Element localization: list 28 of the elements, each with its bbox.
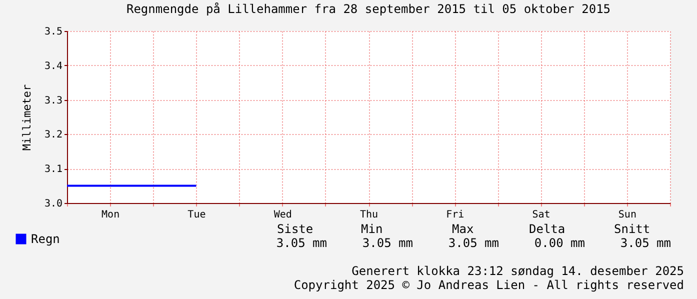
y-tick-label: 3.2: [44, 130, 62, 141]
text: Delta: [529, 222, 566, 236]
x-tick-label: Sun: [618, 210, 636, 220]
x-tick-label: Wed: [274, 210, 292, 220]
x-tick-label: Mon: [102, 210, 120, 220]
text: Max: [452, 222, 474, 236]
chart-title: Regnmengde på Lillehammer fra 28 september 2015 til 05 oktober 2015: [126, 2, 611, 16]
text: Generert klokka 23:12 søndag 14. desember 2025: [352, 264, 684, 278]
legend-label: Regn: [31, 232, 60, 246]
text: 3.05 mm: [362, 236, 413, 250]
text: 3.05 mm: [276, 236, 327, 250]
y-tick-label: 3.0: [44, 198, 62, 210]
x-tick-label: Tue: [188, 210, 206, 220]
text: 0.00 mm: [534, 236, 585, 250]
text: Min: [361, 222, 383, 236]
text: 3.05 mm: [448, 236, 499, 250]
y-tick-label: 3.3: [44, 95, 62, 106]
y-tick-label: 3.4: [44, 60, 62, 72]
text: Copyright 2025 © Jo Andreas Lien - All rights reserved: [294, 278, 684, 292]
x-tick-label: Sat: [532, 210, 550, 220]
y-axis-title: Millimeter: [20, 84, 34, 151]
y-tick-label: 3.5: [44, 26, 62, 38]
x-tick-label: Thu: [360, 210, 378, 220]
x-tick-label: Fri: [446, 210, 464, 220]
text: Snitt: [614, 222, 650, 236]
y-tick-label: 3.1: [44, 164, 62, 176]
text: Siste: [277, 222, 314, 236]
text: 3.05 mm: [620, 236, 671, 250]
